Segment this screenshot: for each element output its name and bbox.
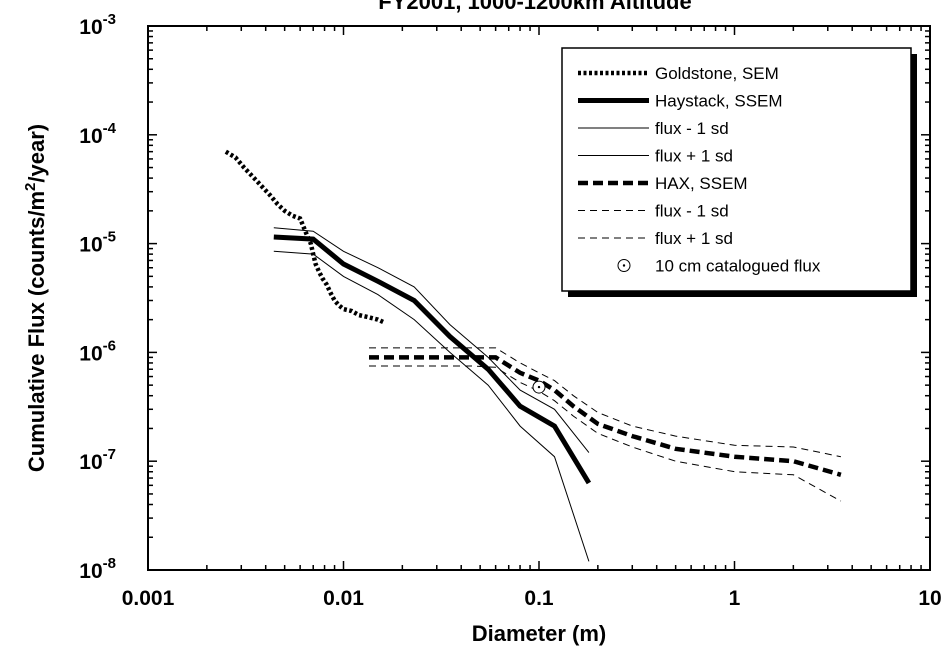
- series-line-3: [273, 227, 590, 453]
- series-line-6: [369, 347, 842, 458]
- legend-items: Goldstone, SEM Haystack, SSEM flux - 1 sd f…: [578, 64, 821, 276]
- y-axis-title-sup: 2: [22, 183, 39, 191]
- y-tick-label-base: 10: [79, 560, 102, 583]
- y-tick-label-base: 10: [79, 234, 102, 257]
- y-tick-label-base: 10: [79, 16, 102, 39]
- y-tick-label-base: 10: [79, 342, 102, 365]
- y-tick-label: 10-6: [79, 337, 116, 365]
- y-tick-labels: 10-810-710-610-510-410-3: [79, 11, 116, 583]
- y-tick-label-base: 10: [79, 125, 102, 148]
- x-tick-label: 1: [729, 587, 741, 610]
- x-tick-label: 0.1: [524, 587, 554, 610]
- x-tick-labels: 0.001 0.01 0.1 1 10: [122, 587, 942, 610]
- y-tick-label-exp: -6: [103, 337, 116, 354]
- legend-label: HAX, SSEM: [655, 174, 748, 193]
- series-layer: [224, 149, 842, 562]
- y-tick-label-exp: -3: [103, 11, 116, 28]
- y-tick-label: 10-8: [79, 555, 116, 583]
- legend-label: flux - 1 sd: [655, 119, 729, 138]
- legend-box: [561, 47, 912, 292]
- series-line-4: [369, 355, 842, 477]
- y-axis-title-suffix: /year): [24, 124, 49, 183]
- y-axis-title-prefix: Cumulative Flux (counts/m: [24, 191, 49, 472]
- legend-label: flux - 1 sd: [655, 202, 729, 221]
- legend-label: 10 cm catalogued flux: [655, 257, 821, 276]
- y-tick-label: 10-4: [79, 120, 116, 148]
- y-tick-label: 10-3: [79, 11, 116, 39]
- y-tick-label-exp: -8: [103, 555, 116, 572]
- x-axis-title: Diameter (m): [472, 621, 606, 646]
- y-tick-label-base: 10: [79, 451, 102, 474]
- x-tick-label: 0.001: [122, 587, 175, 610]
- chart-title: FY2001, 1000-1200km Altitude: [378, 0, 691, 14]
- legend-label: Haystack, SSEM: [655, 92, 783, 111]
- series-line-0: [224, 149, 385, 325]
- y-axis-title: Cumulative Flux (counts/m2/year): [22, 124, 49, 472]
- x-tick-label: 0.01: [323, 587, 364, 610]
- series-catalogued-flux-marker-dot: [537, 385, 541, 389]
- y-tick-label: 10-7: [79, 446, 116, 474]
- x-tick-label: 10: [918, 587, 941, 610]
- series-line-2: [273, 250, 590, 562]
- axis-ticks: [147, 25, 931, 571]
- y-tick-label: 10-5: [79, 229, 116, 257]
- y-tick-label-exp: -7: [103, 446, 116, 463]
- legend-label: flux + 1 sd: [655, 229, 733, 248]
- legend-label: flux + 1 sd: [655, 147, 733, 166]
- series-line-5: [369, 365, 842, 502]
- y-tick-label-exp: -5: [103, 229, 116, 246]
- legend-label: Goldstone, SEM: [655, 64, 779, 83]
- y-tick-label-exp: -4: [103, 120, 117, 137]
- series-line-1: [273, 234, 592, 485]
- legend: Goldstone, SEM Haystack, SSEM flux - 1 sd f…: [561, 47, 917, 297]
- legend-marker-dot: [622, 264, 626, 267]
